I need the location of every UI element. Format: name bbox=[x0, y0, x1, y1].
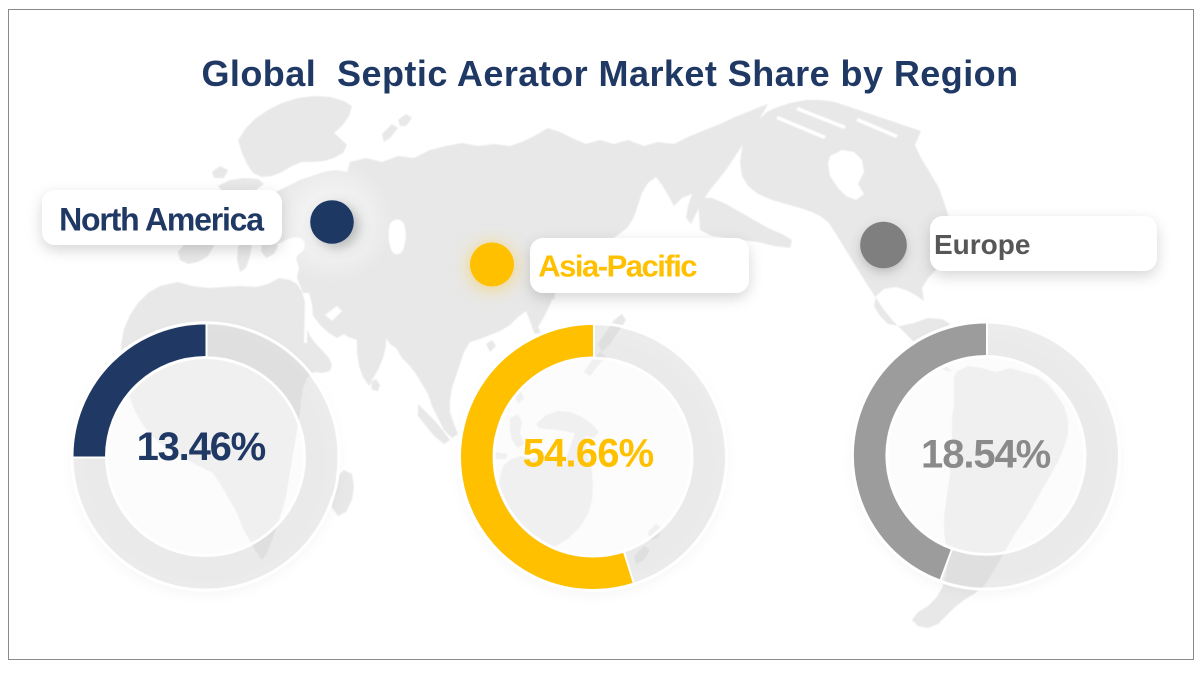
svg-text:Global Septic Aerator Market: Global Septic Aerator Market Share by Re… bbox=[201, 53, 1018, 94]
svg-text:Europe: Europe bbox=[934, 229, 1030, 260]
svg-text:54.66%: 54.66% bbox=[523, 432, 654, 476]
svg-text:13.46%: 13.46% bbox=[137, 425, 266, 469]
svg-text:Asia-Pacific: Asia-Pacific bbox=[538, 249, 697, 284]
svg-text:18.54%: 18.54% bbox=[921, 433, 1051, 477]
svg-text:North America: North America bbox=[59, 202, 264, 238]
